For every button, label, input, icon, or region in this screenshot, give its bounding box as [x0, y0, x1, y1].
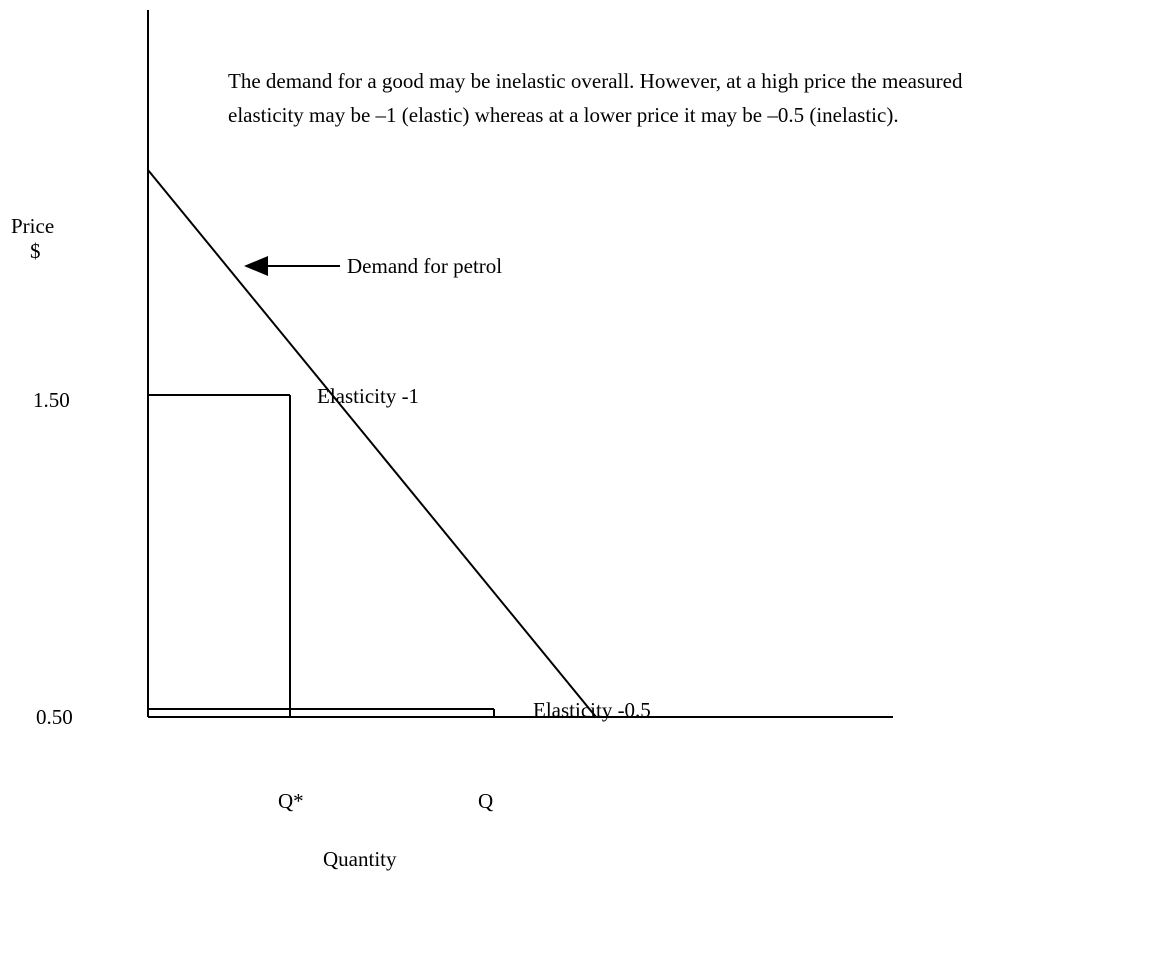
elasticity-label-high: Elasticity -1 [317, 384, 419, 408]
y-tick-label-high: 1.50 [33, 388, 70, 412]
arrow-left-icon [244, 256, 268, 276]
x-tick-label-q-star: Q* [278, 789, 304, 813]
y-axis-label: Price [11, 214, 54, 238]
annotation-line-2: elasticity may be –1 (elastic) whereas a… [228, 103, 899, 127]
x-tick-label-q: Q [478, 789, 493, 813]
y-tick-label-low: 0.50 [36, 705, 73, 729]
y-axis-unit: $ [30, 239, 41, 263]
annotation-line-1: The demand for a good may be inelastic o… [228, 69, 963, 93]
x-axis-label: Quantity [323, 847, 397, 871]
demand-curve [147, 169, 597, 718]
elasticity-label-low: Elasticity -0.5 [533, 698, 651, 722]
demand-curve-label: Demand for petrol [347, 254, 502, 278]
